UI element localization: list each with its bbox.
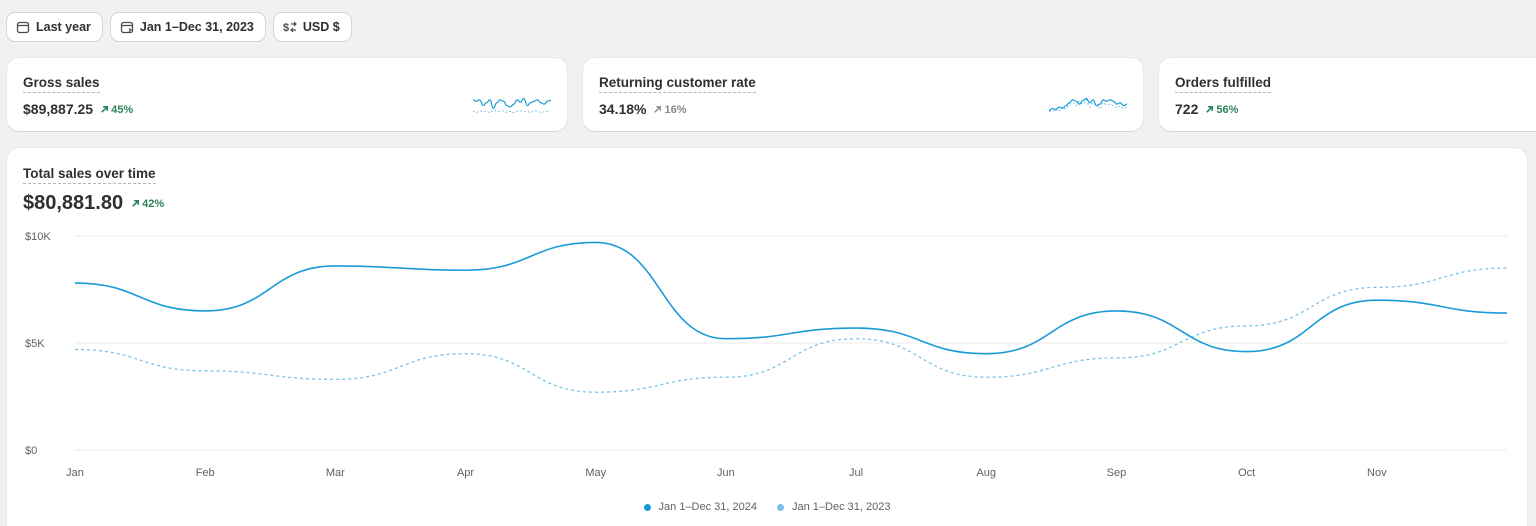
legend-item-current[interactable]: Jan 1–Dec 31, 2024 [643, 501, 757, 513]
legend-label: Jan 1–Dec 31, 2024 [658, 501, 757, 513]
chart-title[interactable]: Total sales over time [23, 166, 156, 184]
metric-value: 34.18% [599, 101, 647, 117]
chart-legend: Jan 1–Dec 31, 2024 Jan 1–Dec 31, 2023 [7, 501, 1527, 513]
currency-label: USD $ [302, 20, 340, 34]
metric-title: Gross sales [23, 75, 100, 93]
x-tick-label: Jun [717, 467, 735, 479]
x-tick-label: Jan [66, 467, 84, 479]
sparkline-current [1049, 97, 1127, 112]
metric-title: Returning customer rate [599, 75, 756, 93]
x-tick-label: Sep [1107, 467, 1127, 479]
metric-title: Orders fulfilled [1175, 75, 1272, 93]
x-tick-label: Oct [1238, 467, 1255, 479]
metric-change: 16% [653, 104, 687, 116]
metric-card-orders-fulfilled[interactable]: Orders fulfilled 722 56% [1159, 58, 1536, 131]
legend-item-previous[interactable]: Jan 1–Dec 31, 2023 [777, 501, 890, 513]
y-tick-label: $0 [25, 445, 37, 457]
x-tick-label: Jul [849, 467, 863, 479]
toolbar: Last year Jan 1–Dec 31, 2023 $ USD $ [7, 13, 351, 41]
compare-range-button[interactable]: Jan 1–Dec 31, 2023 [110, 13, 265, 41]
legend-dot [643, 503, 651, 511]
legend-label: Jan 1–Dec 31, 2023 [792, 501, 891, 513]
arrow-up-right-icon [654, 106, 662, 113]
y-tick-label: $5K [25, 338, 45, 350]
returning-customer-sparkline [1049, 97, 1127, 112]
currency-exchange-icon: $ [283, 20, 297, 34]
x-tick-label: May [585, 467, 606, 479]
metric-change: 56% [1205, 104, 1238, 116]
metric-card-returning-customer-rate[interactable]: Returning customer rate 34.18% 16% [583, 58, 1143, 131]
arrow-up-right-icon [132, 199, 140, 207]
x-tick-label: Feb [196, 467, 215, 479]
arrow-up-right-icon [1206, 105, 1214, 113]
sparkline-previous [473, 109, 551, 114]
compare-range-label: Jan 1–Dec 31, 2023 [139, 20, 254, 34]
total-sales-card: $0 $5K $10K Jan Feb Mar Apr May Jun Jul Aug Sep Oct N… [7, 148, 1527, 526]
x-tick-label: Apr [457, 467, 474, 479]
metric-change: 45% [100, 104, 133, 116]
x-tick-label: Nov [1367, 467, 1387, 479]
x-tick-label: Mar [326, 467, 345, 479]
date-preset-label: Last year [36, 20, 91, 34]
sales-line-chart: $0 $5K $10K Jan Feb Mar Apr May Jun Jul Aug Sep Oct N… [25, 231, 1508, 479]
y-tick-label: $10K [25, 231, 51, 243]
chart-total-value: $80,881.80 [23, 192, 124, 214]
legend-dot [777, 503, 784, 511]
metric-value: 722 [1175, 101, 1199, 117]
calendar-icon [16, 20, 30, 34]
chart-total-change: 42% [131, 198, 164, 210]
sparkline-current [473, 97, 551, 110]
date-preset-button[interactable]: Last year [7, 13, 102, 41]
gross-sales-sparkline [473, 97, 551, 114]
currency-button[interactable]: $ USD $ [273, 13, 351, 41]
calendar-compare-icon [120, 20, 134, 34]
sparkline-previous [1049, 99, 1127, 112]
arrow-up-right-icon [101, 105, 109, 113]
metric-card-gross-sales[interactable]: Gross sales $89,887.25 45% [7, 58, 567, 131]
svg-text:$: $ [283, 22, 289, 34]
x-tick-label: Aug [976, 467, 996, 479]
series-line-current [74, 241, 1508, 355]
metric-value: $89,887.25 [23, 101, 94, 117]
series-line-previous [74, 267, 1508, 393]
